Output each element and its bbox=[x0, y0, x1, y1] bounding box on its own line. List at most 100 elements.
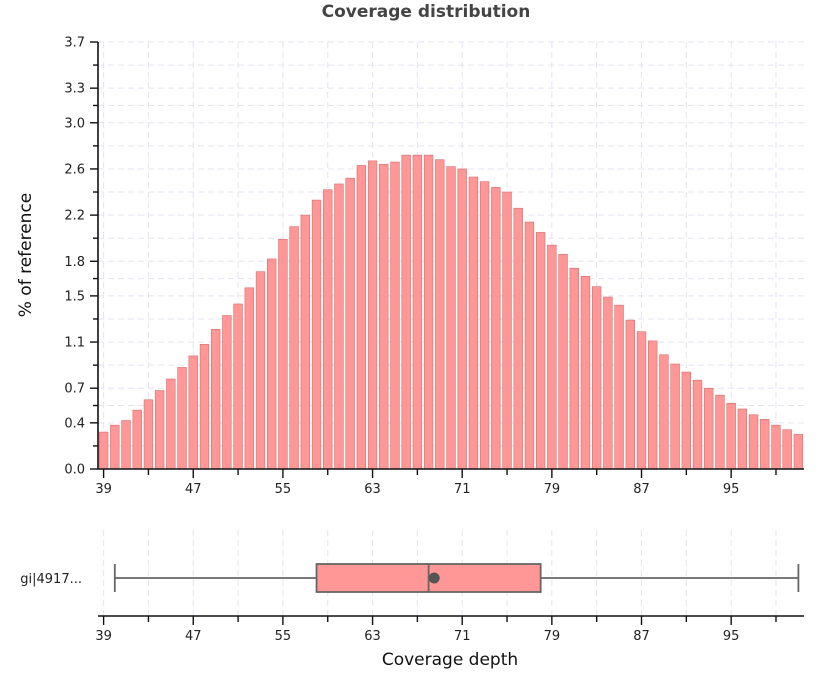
x-tick-label: 55 bbox=[275, 629, 292, 644]
histogram-bar bbox=[748, 414, 759, 470]
histogram-bar bbox=[446, 166, 456, 470]
histogram-bar bbox=[278, 239, 288, 470]
y-tick-label: 3.3 bbox=[64, 82, 85, 97]
histogram-bar bbox=[760, 419, 770, 470]
histogram-bar bbox=[98, 431, 109, 470]
histogram-bar bbox=[603, 296, 613, 470]
histogram-bar bbox=[345, 177, 355, 470]
x-tick-label: 95 bbox=[723, 482, 740, 497]
histogram-bar bbox=[670, 363, 680, 470]
histogram-bar bbox=[423, 154, 434, 470]
y-axis-label: % of reference bbox=[16, 193, 36, 318]
histogram-bar bbox=[132, 409, 142, 470]
x-axis-label: Coverage depth bbox=[382, 650, 518, 670]
histogram-bar bbox=[435, 159, 445, 470]
histogram-bar bbox=[177, 367, 187, 470]
histogram-bar bbox=[648, 340, 658, 470]
histogram-bar bbox=[300, 214, 310, 470]
x-tick-label: 87 bbox=[633, 629, 650, 644]
histogram-bar bbox=[547, 244, 557, 470]
y-tick-label: 0.4 bbox=[64, 416, 85, 431]
histogram-bar bbox=[692, 379, 703, 470]
y-tick-label: 0.0 bbox=[64, 463, 85, 478]
boxplot-x-ticks: 39 47 55 63 71 79 87 95 bbox=[95, 616, 777, 644]
histogram-bar bbox=[502, 191, 512, 470]
y-tick-label: 1.1 bbox=[64, 336, 85, 351]
x-tick-label: 79 bbox=[544, 482, 561, 497]
histogram-bar bbox=[379, 164, 389, 470]
histogram-bar bbox=[244, 287, 254, 470]
histogram-bar bbox=[412, 154, 423, 470]
histogram-bar bbox=[323, 189, 333, 470]
histogram-bars bbox=[98, 154, 804, 470]
histogram-bar bbox=[210, 329, 221, 470]
histogram-bar bbox=[558, 254, 568, 470]
histogram-bar bbox=[715, 394, 725, 470]
histogram-bar bbox=[154, 390, 165, 470]
x-tick-label: 39 bbox=[95, 482, 112, 497]
histogram-bar bbox=[513, 207, 523, 470]
histogram-bar bbox=[110, 424, 120, 470]
histogram-bar bbox=[569, 267, 579, 470]
x-tick-label: 39 bbox=[95, 629, 112, 644]
x-tick-label: 63 bbox=[364, 482, 381, 497]
histogram-bar bbox=[479, 181, 490, 470]
histogram-x-ticks: 39 47 55 63 71 79 87 95 bbox=[95, 469, 777, 497]
histogram-bar bbox=[491, 187, 501, 470]
boxplot-category-label: gi|4917... bbox=[20, 572, 82, 587]
y-tick-label: 2.2 bbox=[64, 209, 85, 224]
histogram-bar bbox=[524, 221, 535, 470]
histogram-bar bbox=[782, 429, 792, 470]
histogram-bar bbox=[311, 199, 322, 470]
histogram-bar bbox=[704, 387, 714, 470]
y-tick-label: 1.5 bbox=[64, 289, 85, 304]
histogram-bar bbox=[625, 319, 635, 470]
y-tick-label: 2.6 bbox=[64, 162, 85, 177]
x-tick-label: 87 bbox=[633, 482, 650, 497]
histogram-bar bbox=[233, 303, 243, 470]
histogram-bar bbox=[771, 424, 781, 470]
histogram-bar bbox=[188, 355, 198, 470]
histogram-bar bbox=[468, 176, 479, 470]
histogram-bar bbox=[390, 161, 400, 470]
boxplot bbox=[113, 563, 800, 593]
histogram-bar bbox=[614, 304, 624, 470]
histogram-bar bbox=[222, 315, 232, 470]
histogram-bar bbox=[535, 232, 546, 470]
y-tick-label: 3.7 bbox=[64, 36, 85, 51]
y-tick-label: 3.0 bbox=[64, 116, 85, 131]
histogram-bar bbox=[356, 165, 367, 470]
chart-title: Coverage distribution bbox=[322, 2, 531, 22]
histogram-bar bbox=[199, 344, 210, 470]
histogram-bar bbox=[289, 226, 299, 470]
histogram-bar bbox=[401, 154, 411, 470]
y-tick-label: 0.7 bbox=[64, 382, 85, 397]
x-tick-label: 47 bbox=[185, 629, 202, 644]
histogram-bar bbox=[121, 420, 131, 470]
histogram-bar bbox=[592, 286, 602, 470]
histogram-bar bbox=[726, 402, 736, 470]
boxplot-mean-point bbox=[428, 572, 440, 584]
boxplot-grid bbox=[103, 530, 777, 616]
histogram-bar bbox=[334, 183, 344, 470]
y-tick-label: 1.8 bbox=[64, 255, 85, 270]
histogram-bar bbox=[681, 371, 692, 470]
histogram-bar bbox=[793, 434, 804, 470]
histogram-y-ticks: 0.0 0.4 0.7 1.1 1.5 1.8 2.2 2.6 3.0 3.3 3.7 bbox=[64, 36, 98, 478]
x-tick-label: 47 bbox=[185, 482, 202, 497]
x-tick-label: 95 bbox=[723, 629, 740, 644]
histogram-bar bbox=[737, 408, 748, 470]
x-tick-label: 55 bbox=[275, 482, 292, 497]
histogram-bar bbox=[143, 399, 154, 470]
histogram-bar bbox=[636, 331, 647, 470]
x-tick-label: 71 bbox=[454, 482, 471, 497]
histogram-bar bbox=[659, 354, 669, 470]
histogram-bar bbox=[255, 271, 266, 470]
histogram-bar bbox=[267, 258, 277, 470]
histogram-bar bbox=[457, 168, 467, 470]
x-tick-label: 63 bbox=[364, 629, 381, 644]
x-tick-label: 71 bbox=[454, 629, 471, 644]
histogram-bar bbox=[166, 378, 176, 470]
